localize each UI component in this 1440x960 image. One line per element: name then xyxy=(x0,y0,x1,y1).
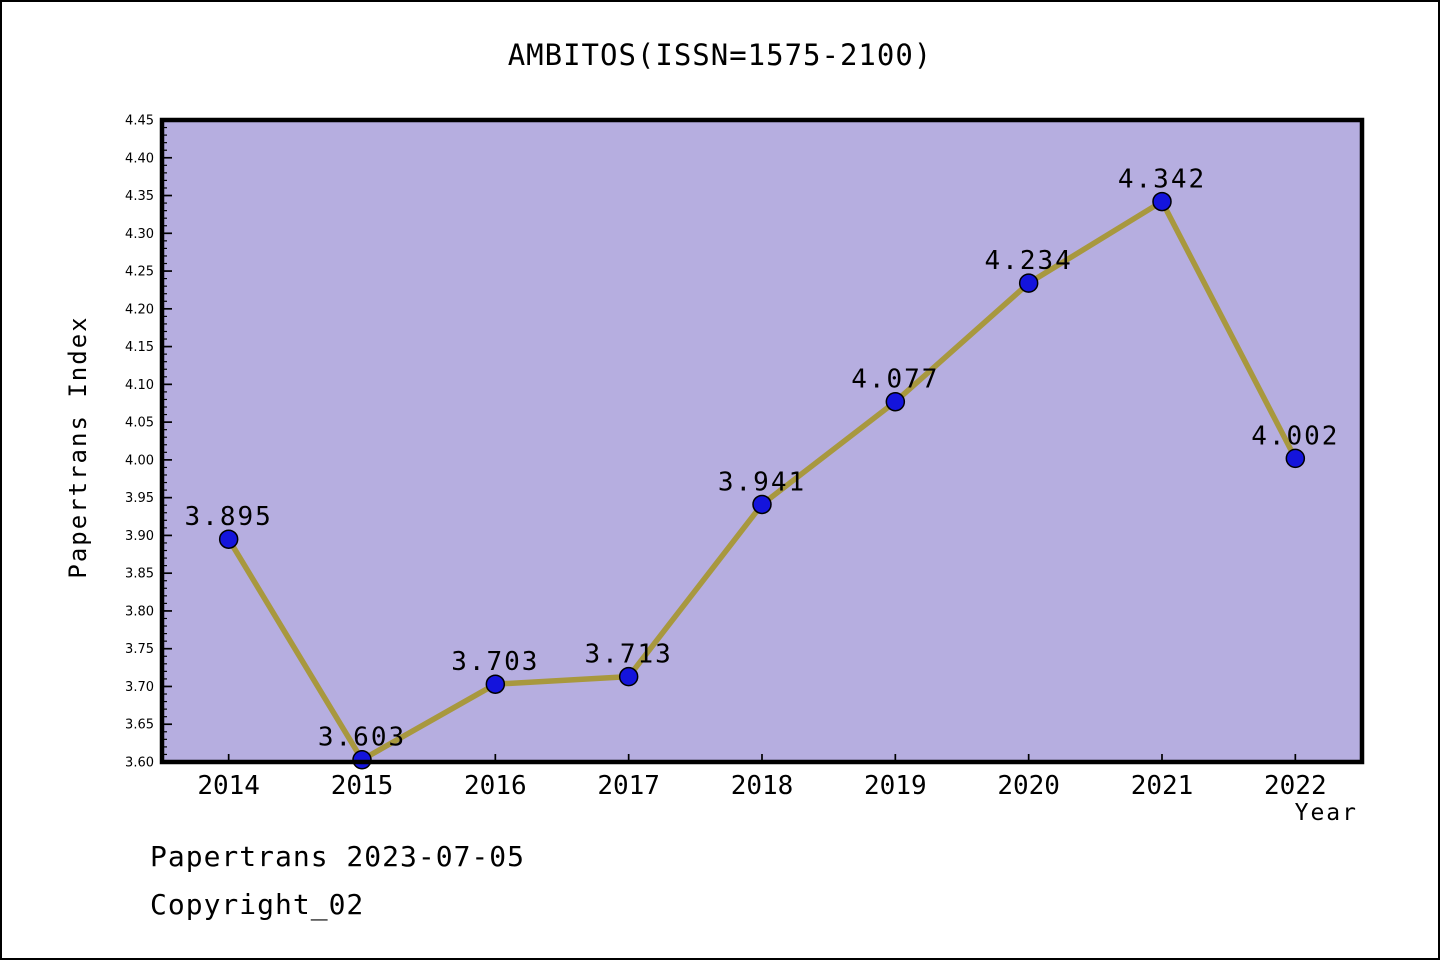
data-point-label: 3.941 xyxy=(718,467,806,497)
x-tick-label: 2016 xyxy=(464,771,527,801)
y-axis-major-ticks: 3.60 3.65 3.70 3.75 3.80 3.85 3.90 3.95 4.00 4.05… xyxy=(125,114,172,771)
y-tick-label: 4.35 xyxy=(125,189,154,204)
data-point xyxy=(752,494,772,515)
x-tick-label: 2018 xyxy=(731,771,794,801)
data-point-label: 4.342 xyxy=(1118,165,1206,195)
data-point xyxy=(485,674,506,694)
data-point xyxy=(1018,273,1039,293)
chart-title: AMBITOS(ISSN=1575-2100) xyxy=(507,38,933,72)
y-tick-label: 3.65 xyxy=(125,718,154,733)
y-tick-label: 3.80 xyxy=(125,604,154,619)
x-tick-label: 2014 xyxy=(197,771,260,801)
x-tick-label: 2020 xyxy=(997,771,1060,801)
plot-area xyxy=(162,120,1362,762)
data-points: 3.895 3.603 3.703 3.713 3.941 4.077 4.234 4.342… xyxy=(185,165,1339,770)
data-point-label: 4.077 xyxy=(851,365,939,395)
data-point xyxy=(618,666,639,687)
x-axis-title: Year xyxy=(1294,800,1358,826)
y-tick-label: 4.05 xyxy=(125,416,154,431)
y-tick-label: 4.15 xyxy=(125,340,154,355)
y-tick-label: 4.20 xyxy=(125,302,154,317)
data-point xyxy=(1152,191,1172,212)
y-tick-label: 4.10 xyxy=(125,378,154,393)
data-point-label: 3.895 xyxy=(185,502,273,532)
data-point-label: 3.703 xyxy=(451,647,539,677)
data-point-label: 3.603 xyxy=(318,723,406,753)
data-point xyxy=(218,529,239,549)
x-tick-label: 2015 xyxy=(331,771,394,801)
plot-border xyxy=(159,117,1365,765)
x-axis-ticks: 2014 2015 2016 2017 2018 2019 2020 2021 2022 xyxy=(197,754,1327,801)
footer-date: Papertrans 2023-07-05 xyxy=(150,840,526,873)
y-tick-label: 4.25 xyxy=(125,265,154,280)
x-tick-label: 2022 xyxy=(1264,771,1327,801)
y-tick-label: 4.00 xyxy=(125,453,154,468)
x-tick-label: 2017 xyxy=(597,771,660,801)
y-tick-label: 3.75 xyxy=(125,642,154,657)
y-tick-label: 3.95 xyxy=(125,491,154,506)
data-point-label: 4.002 xyxy=(1251,421,1339,451)
y-tick-label: 3.60 xyxy=(125,756,154,771)
y-tick-label: 3.70 xyxy=(125,680,154,695)
x-tick-label: 2021 xyxy=(1131,771,1194,801)
y-tick-label: 3.90 xyxy=(125,529,154,544)
y-tick-label: 4.45 xyxy=(125,114,154,129)
y-tick-label: 3.85 xyxy=(125,567,154,582)
data-point xyxy=(885,391,906,412)
data-point-label: 3.713 xyxy=(585,640,673,670)
data-point xyxy=(1285,448,1306,469)
footer-copyright: Copyright_02 xyxy=(150,888,365,921)
y-tick-label: 4.40 xyxy=(125,151,154,166)
data-point xyxy=(352,749,372,770)
y-tick-label: 4.30 xyxy=(125,227,154,242)
data-point-label: 4.234 xyxy=(985,246,1073,276)
x-tick-label: 2019 xyxy=(864,771,927,801)
